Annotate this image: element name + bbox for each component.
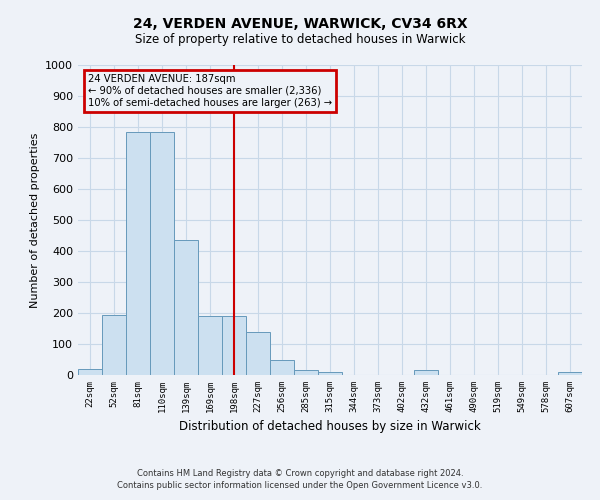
Bar	[126, 132, 150, 375]
Bar	[414, 370, 438, 375]
Y-axis label: Number of detached properties: Number of detached properties	[29, 132, 40, 308]
Bar	[294, 370, 318, 375]
X-axis label: Distribution of detached houses by size in Warwick: Distribution of detached houses by size …	[179, 420, 481, 434]
Bar	[150, 132, 174, 375]
Bar	[270, 360, 294, 375]
Bar	[102, 314, 126, 375]
Bar	[198, 316, 222, 375]
Text: Contains HM Land Registry data © Crown copyright and database right 2024.: Contains HM Land Registry data © Crown c…	[137, 468, 463, 477]
Bar	[78, 369, 102, 375]
Text: 24, VERDEN AVENUE, WARWICK, CV34 6RX: 24, VERDEN AVENUE, WARWICK, CV34 6RX	[133, 18, 467, 32]
Text: Size of property relative to detached houses in Warwick: Size of property relative to detached ho…	[135, 32, 465, 46]
Text: 24 VERDEN AVENUE: 187sqm
← 90% of detached houses are smaller (2,336)
10% of sem: 24 VERDEN AVENUE: 187sqm ← 90% of detach…	[88, 74, 332, 108]
Bar	[246, 332, 270, 375]
Bar	[222, 316, 246, 375]
Text: Contains public sector information licensed under the Open Government Licence v3: Contains public sector information licen…	[118, 481, 482, 490]
Bar	[318, 372, 342, 375]
Bar	[558, 372, 582, 375]
Bar	[174, 240, 198, 375]
